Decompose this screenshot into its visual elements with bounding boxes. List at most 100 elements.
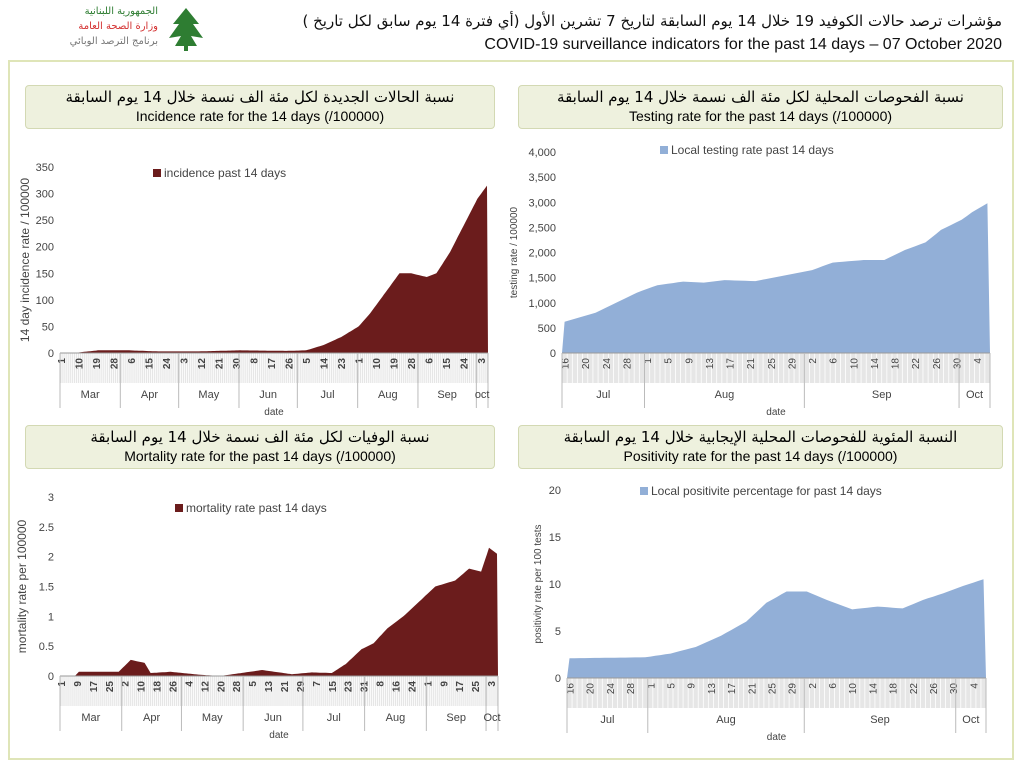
y-tick-label: 0 — [555, 673, 561, 685]
y-tick-label: 0 — [550, 348, 556, 360]
mortality-title-box: نسبة الوفيات لكل مئة الف نسمة خلال 14 يو… — [25, 425, 495, 469]
series-area — [60, 547, 498, 676]
month-label: Aug — [378, 389, 398, 401]
y-tick-label: 2.5 — [39, 522, 54, 534]
x-axis-title: date — [264, 407, 284, 418]
x-tick-label: 2 — [808, 683, 819, 689]
series-area — [60, 185, 488, 353]
x-tick-label: 17 — [455, 681, 466, 693]
logo-line-2: وزارة الصحة العامة — [78, 21, 158, 32]
x-tick-label: 30 — [232, 358, 243, 370]
month-label: May — [198, 389, 219, 401]
x-tick-label: 1 — [423, 681, 434, 687]
chart-1: 0 500 1,000 1,500 2,000 2,500 3,000 3,500 4,000 1… — [509, 143, 991, 418]
x-tick-label: 19 — [92, 358, 103, 370]
month-label: Jul — [600, 714, 614, 726]
month-label: Apr — [141, 389, 158, 401]
month-label: Oct — [966, 389, 983, 401]
incidence-title-box: نسبة الحالات الجديدة لكل مئة الف نسمة خل… — [25, 85, 495, 129]
x-tick-label: 17 — [89, 681, 100, 693]
panel-title-english: Mortality rate for the past 14 days (/10… — [124, 448, 396, 464]
legend-label: incidence past 14 days — [164, 166, 286, 180]
y-axis-title: positivity rate per 100 tests — [533, 525, 544, 644]
x-tick-label: 13 — [264, 681, 275, 693]
month-label: Jul — [596, 389, 610, 401]
panel-title-english: Testing rate for the past 14 days (/1000… — [628, 108, 893, 124]
x-tick-label: 3 — [487, 681, 498, 687]
panel-title-english: Incidence rate for the 14 days (/100000) — [135, 108, 385, 124]
x-tick-label: 24 — [460, 358, 471, 370]
logo-line-3: برنامج الترصد الوبائي — [69, 36, 158, 47]
x-tick-label: 6 — [828, 683, 839, 689]
x-tick-label: 14 — [868, 683, 879, 695]
legend-label: Local positivite percentage for past 14 … — [651, 484, 882, 498]
x-tick-label: 4 — [973, 358, 984, 364]
y-tick-label: 3,500 — [528, 172, 556, 184]
month-label: Jul — [320, 389, 334, 401]
x-tick-label: 23 — [344, 681, 355, 693]
y-tick-label: 1.5 — [39, 582, 54, 594]
x-tick-label: 18 — [889, 683, 900, 695]
y-tick-label: 0 — [48, 671, 54, 683]
series-area — [562, 203, 990, 353]
x-tick-label: 5 — [302, 358, 313, 364]
x-tick-label: 21 — [280, 681, 291, 693]
header-title-english: COVID-19 surveillance indicators for the… — [484, 36, 1002, 53]
month-label: Jul — [327, 712, 341, 724]
month-label: Oct — [962, 714, 979, 726]
x-tick-label: 14 — [870, 358, 881, 370]
x-tick-label: 24 — [602, 358, 613, 370]
legend-swatch — [660, 146, 668, 154]
y-tick-label: 150 — [36, 268, 54, 280]
y-tick-label: 1,500 — [528, 273, 556, 285]
x-tick-label: 6 — [829, 358, 840, 364]
x-tick-label: 10 — [372, 358, 383, 370]
x-tick-label: 4 — [184, 681, 195, 687]
x-tick-label: 10 — [848, 683, 859, 695]
y-tick-label: 350 — [36, 162, 54, 174]
x-tick-label: 15 — [328, 681, 339, 693]
month-label: Aug — [715, 389, 735, 401]
x-tick-label: 18 — [891, 358, 902, 370]
x-tick-label: 13 — [705, 358, 716, 370]
x-tick-label: 21 — [747, 683, 758, 695]
y-tick-label: 1 — [48, 611, 54, 623]
x-tick-label: 20 — [581, 358, 592, 370]
dashboard-frame — [8, 60, 1014, 760]
y-tick-label: 500 — [538, 323, 556, 335]
x-tick-label: 24 — [407, 681, 418, 693]
x-tick-label: 2 — [808, 358, 819, 364]
chart-2: 00.511.522.531 9 17 25 2 10 18 26 4 12 20 28 5 13 21 29… — [15, 492, 501, 741]
y-tick-label: 50 — [42, 321, 54, 333]
x-tick-label: 16 — [566, 683, 577, 695]
x-tick-label: 14 — [320, 358, 331, 370]
panel-title-arabic: نسبة الفحوصات المحلية لكل مئة الف نسمة خ… — [557, 88, 964, 106]
y-tick-label: 3,000 — [528, 197, 556, 209]
header-title-arabic: مؤشرات ترصد حالات الكوفيد 19 خلال 14 يوم… — [302, 12, 1003, 30]
x-tick-label: 15 — [442, 358, 453, 370]
x-tick-label: 10 — [74, 358, 85, 370]
x-tick-label: 29 — [788, 683, 799, 695]
x-tick-label: 29 — [296, 681, 307, 693]
x-tick-label: 23 — [337, 358, 348, 370]
x-tick-label: 17 — [267, 358, 278, 370]
x-tick-label: 9 — [439, 681, 450, 687]
x-tick-label: 28 — [407, 358, 418, 370]
panel-title-english: Positivity rate for the past 14 days (/1… — [623, 448, 898, 464]
positivity-title-box: النسبة المئوية للفحوصات المحلية الإيجابي… — [518, 425, 1003, 469]
x-tick-label: 3 — [477, 358, 488, 364]
x-tick-label: 17 — [726, 358, 737, 370]
x-tick-label: 9 — [684, 358, 695, 364]
panel-title-arabic: النسبة المئوية للفحوصات المحلية الإيجابي… — [563, 428, 958, 446]
x-tick-label: 8 — [250, 358, 261, 364]
x-tick-label: 1 — [57, 681, 68, 687]
y-tick-label: 1,000 — [528, 298, 556, 310]
y-tick-label: 300 — [36, 189, 54, 201]
legend-label: mortality rate past 14 days — [186, 501, 327, 515]
month-label: Mar — [81, 712, 100, 724]
x-tick-label: 29 — [787, 358, 798, 370]
month-label: Aug — [716, 714, 736, 726]
ministry-logo: الجمهورية اللبنانية وزارة الصحة العامة ب… — [20, 4, 210, 54]
x-tick-label: 22 — [909, 683, 920, 695]
